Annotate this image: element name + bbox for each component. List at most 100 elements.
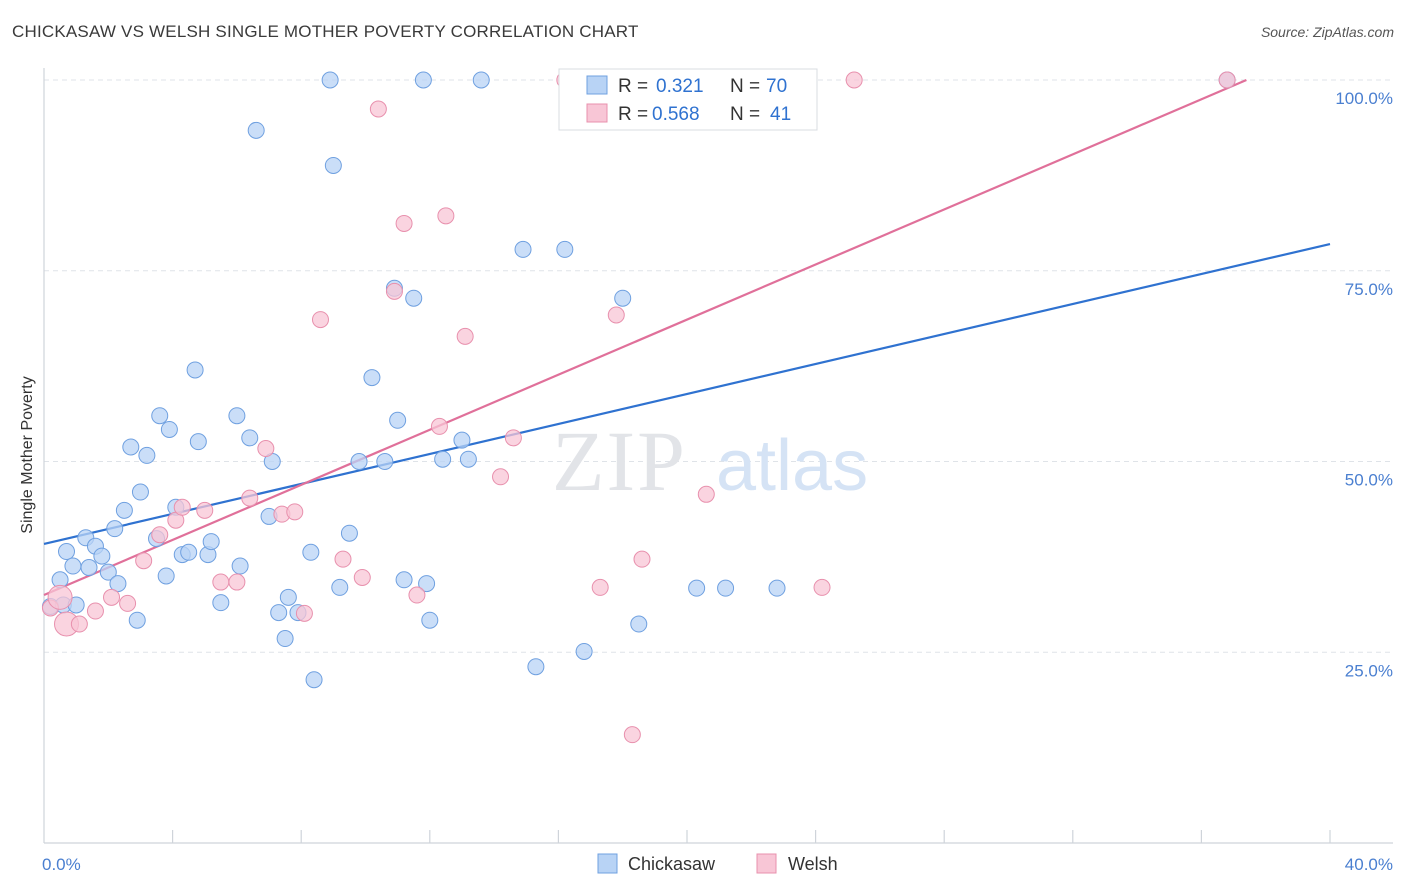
point-welsh — [295, 604, 313, 622]
point-welsh — [845, 71, 863, 89]
point-chickasaw — [122, 438, 140, 456]
point-chickasaw — [376, 453, 394, 470]
point-welsh — [119, 594, 137, 612]
point-welsh — [47, 584, 73, 610]
bottom-legend-label-chickasaw: Chickasaw — [628, 854, 716, 874]
point-chickasaw — [321, 71, 339, 89]
point-welsh — [135, 552, 153, 570]
legend-swatch-chickasaw — [586, 75, 608, 95]
point-chickasaw — [453, 431, 471, 449]
point-chickasaw — [527, 658, 545, 676]
x-tick-label: 40.0% — [1345, 855, 1393, 874]
point-chickasaw — [717, 579, 735, 597]
bottom-legend-swatch-welsh — [756, 853, 777, 874]
point-chickasaw — [202, 533, 220, 551]
point-welsh — [334, 550, 352, 568]
point-chickasaw — [418, 575, 436, 593]
point-chickasaw — [556, 240, 574, 258]
legend-n-value-chickasaw: 70 — [766, 76, 787, 97]
point-chickasaw — [138, 446, 156, 464]
chart-title: CHICKASAW VS WELSH SINGLE MOTHER POVERTY… — [12, 22, 639, 41]
point-chickasaw — [241, 429, 259, 447]
point-chickasaw — [99, 563, 117, 581]
point-chickasaw — [115, 501, 133, 519]
point-welsh — [813, 578, 831, 596]
point-chickasaw — [389, 411, 407, 429]
point-chickasaw — [151, 407, 169, 425]
point-chickasaw — [514, 240, 532, 258]
point-welsh — [591, 578, 609, 596]
legend-swatch-welsh — [586, 103, 608, 123]
bottom-legend: Chickasaw Welsh — [597, 853, 838, 874]
point-chickasaw — [363, 369, 381, 387]
point-welsh — [607, 306, 625, 324]
point-chickasaw — [614, 289, 632, 307]
point-welsh — [311, 311, 329, 329]
point-welsh — [408, 586, 426, 604]
y-tick-label: 100.0% — [1335, 89, 1393, 108]
watermark-atlas: atlas — [716, 426, 868, 506]
point-chickasaw — [421, 611, 439, 629]
legend-r-label-welsh: R = — [618, 104, 648, 125]
point-chickasaw — [279, 588, 297, 606]
legend-r-label-chickasaw: R = — [618, 76, 648, 97]
series-welsh-points — [41, 71, 1236, 744]
point-welsh — [86, 602, 104, 620]
point-chickasaw — [64, 557, 82, 575]
point-chickasaw — [109, 575, 127, 593]
legend-r-value-welsh: 0.568 — [652, 104, 700, 125]
point-chickasaw — [575, 642, 593, 660]
point-welsh — [623, 726, 641, 744]
legend-r-value-chickasaw: 0.321 — [656, 76, 704, 97]
point-welsh — [196, 501, 214, 519]
point-chickasaw — [395, 571, 413, 589]
point-chickasaw — [128, 611, 146, 629]
point-chickasaw — [160, 420, 178, 438]
point-chickasaw — [231, 557, 249, 575]
point-chickasaw — [228, 407, 246, 425]
point-welsh — [504, 429, 522, 447]
point-chickasaw — [106, 520, 124, 538]
y-tick-label: 25.0% — [1345, 661, 1393, 680]
point-welsh — [228, 573, 246, 591]
point-chickasaw — [186, 361, 204, 379]
point-chickasaw — [688, 579, 706, 597]
trend-line-chickasaw — [43, 242, 1331, 545]
point-chickasaw — [350, 453, 368, 470]
point-welsh — [492, 468, 510, 486]
trend-lines — [43, 78, 1331, 597]
point-chickasaw — [331, 578, 349, 596]
point-welsh — [369, 100, 387, 118]
point-welsh — [103, 588, 121, 606]
point-welsh — [633, 550, 651, 568]
x-tick-label: 0.0% — [42, 855, 81, 874]
trend-line-welsh — [43, 78, 1247, 597]
point-chickasaw — [305, 671, 323, 689]
point-welsh — [286, 503, 304, 521]
point-chickasaw — [212, 594, 230, 612]
point-welsh — [257, 440, 275, 458]
chart-source: Source: ZipAtlas.com — [1260, 24, 1394, 40]
point-chickasaw — [414, 71, 432, 89]
point-welsh — [241, 489, 259, 507]
point-chickasaw — [131, 483, 149, 501]
point-welsh — [151, 526, 169, 544]
point-welsh — [212, 573, 230, 591]
y-tick-label: 50.0% — [1345, 471, 1393, 490]
watermark-zip: ZIP — [552, 413, 687, 509]
point-chickasaw — [405, 289, 423, 307]
point-chickasaw — [270, 604, 288, 622]
point-chickasaw — [189, 433, 207, 451]
legend-n-label-chickasaw: N = — [730, 76, 760, 97]
point-chickasaw — [93, 547, 111, 565]
point-chickasaw — [157, 567, 175, 585]
x-minor-ticks — [172, 830, 1331, 843]
point-chickasaw — [58, 543, 76, 561]
bottom-legend-label-welsh: Welsh — [788, 854, 838, 874]
point-chickasaw — [472, 71, 490, 89]
y-tick-labels: 25.0% 50.0% 75.0% 100.0% — [1335, 89, 1393, 680]
point-chickasaw — [80, 559, 98, 577]
point-chickasaw — [180, 543, 198, 561]
point-welsh — [697, 485, 715, 503]
